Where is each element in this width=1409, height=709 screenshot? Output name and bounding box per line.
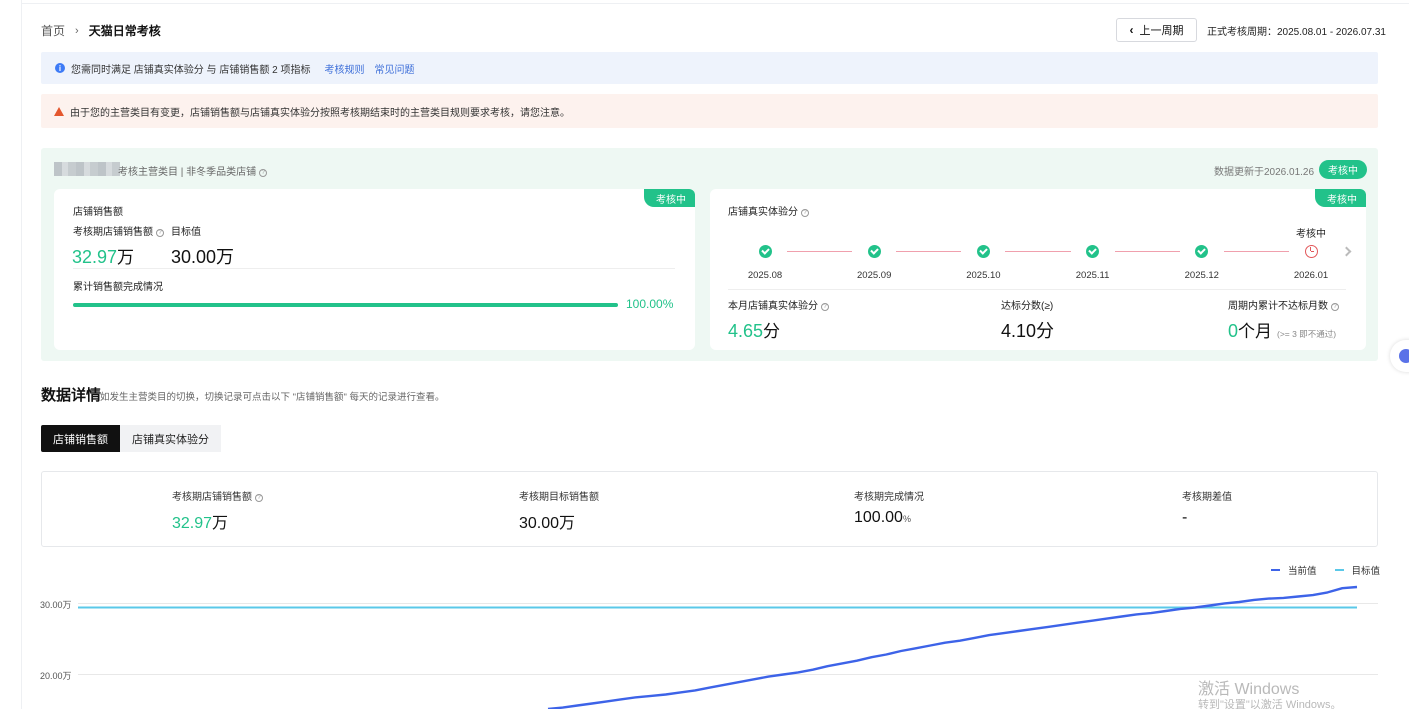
windows-watermark-subtitle: 转到"设置"以激活 Windows。 xyxy=(1198,699,1342,709)
target-label: 目标值 xyxy=(171,227,201,238)
month-passed-check-icon xyxy=(758,244,772,258)
timeline-connector xyxy=(1005,251,1071,252)
threshold-label: 达标分数(≥) xyxy=(1001,301,1054,312)
help-icon[interactable]: ? xyxy=(801,209,809,217)
detail-tabs: 店铺销售额 店铺真实体验分 xyxy=(41,425,221,452)
timeline-connector xyxy=(787,251,853,252)
help-icon[interactable]: ? xyxy=(1331,303,1339,311)
divider xyxy=(73,268,675,269)
threshold-value: 4.10分 xyxy=(1001,321,1055,341)
breadcrumb-home[interactable]: 首页 xyxy=(41,24,66,38)
gridline xyxy=(78,674,1378,675)
status-badge: 考核中 xyxy=(1319,160,1367,179)
tab-sales[interactable]: 店铺销售额 xyxy=(41,425,120,452)
info-banner: i 您需同时满足 店铺真实体验分 与 店铺销售额 2 项指标 考核规则 常见问题 xyxy=(41,52,1378,84)
rules-link[interactable]: 考核规则 xyxy=(324,64,365,76)
actual-sales-value: 32.97万 xyxy=(72,247,135,267)
faq-link[interactable]: 常见问题 xyxy=(374,64,415,76)
month-label: 2025.12 xyxy=(1184,270,1219,281)
info-banner-text: 您需同时满足 店铺真实体验分 与 店铺销售额 2 项指标 xyxy=(71,64,311,76)
sales-progress-bar xyxy=(73,303,618,307)
month-label: 2025.11 xyxy=(1075,270,1110,281)
month-label: 2025.10 xyxy=(966,270,1001,281)
prev-period-button[interactable]: ‹ 上一周期 xyxy=(1116,18,1197,42)
fail-months-note: (>= 3 即不通过) xyxy=(1277,329,1337,339)
sales-card-tag: 考核中 xyxy=(644,189,695,207)
category-text: 考核主营类目 | 非冬季品类店铺? xyxy=(118,163,268,178)
month-passed-check-icon xyxy=(1195,244,1209,258)
month-passed-check-icon xyxy=(976,244,990,258)
stat-target-sales: 考核期目标销售额 30.00万 xyxy=(519,492,599,532)
warning-banner: 由于您的主营类目有变更，店铺销售额与店铺真实体验分按照考核期结束时的主营类目规则… xyxy=(41,94,1378,128)
assistant-icon xyxy=(1399,349,1409,363)
legend-target[interactable]: 目标值 xyxy=(1334,563,1380,577)
timeline-connector xyxy=(1223,251,1289,252)
month-passed-check-icon xyxy=(867,244,881,258)
top-divider xyxy=(22,0,1409,4)
gridline xyxy=(78,603,1378,604)
left-rail xyxy=(0,0,22,709)
chevron-left-icon: ‹ xyxy=(1129,23,1134,37)
sales-card-title: 店铺销售额 xyxy=(73,207,123,218)
y-tick-label: 30.00万 xyxy=(40,600,72,610)
month-passed-check-icon xyxy=(1086,244,1100,258)
timeline-connector xyxy=(896,251,962,252)
target-value: 30.00万 xyxy=(171,247,235,267)
help-icon[interactable]: ? xyxy=(821,303,829,311)
stat-actual-sales: 考核期店铺销售额? 32.97万 xyxy=(172,488,263,533)
breadcrumb: 首页 › 天猫日常考核 xyxy=(41,22,161,39)
y-tick-label: 20.00万 xyxy=(40,671,72,681)
sales-card: 考核中 xyxy=(54,189,695,350)
warning-banner-text: 由于您的主营类目有变更，店铺销售额与店铺真实体验分按照考核期结束时的主营类目规则… xyxy=(70,107,570,119)
experience-card: 考核中 xyxy=(710,189,1366,350)
section-title: 数据详情 xyxy=(41,387,102,404)
stats-box: 考核期店铺销售额? 32.97万 考核期目标销售额 30.00万 考核期完成情况… xyxy=(41,471,1378,547)
fail-months-label: 周期内累计不达标月数? xyxy=(1228,297,1339,312)
experience-card-tag: 考核中 xyxy=(1315,189,1366,207)
info-icon: i xyxy=(55,63,65,73)
actual-sales-label: 考核期店铺销售额? xyxy=(73,223,164,238)
timeline-connector xyxy=(1114,251,1180,252)
help-icon[interactable]: ? xyxy=(259,169,268,177)
blurred-store-name xyxy=(54,162,120,176)
series-line-current xyxy=(547,585,1358,709)
score-value: 4.65分 xyxy=(728,321,781,341)
prev-period-label: 上一周期 xyxy=(1139,25,1184,37)
score-label: 本月店铺真实体验分? xyxy=(728,297,829,312)
month-label: 2025.09 xyxy=(857,270,892,281)
chart-legend: 当前值 目标值 xyxy=(1271,563,1380,577)
section-subtitle: 如发生主营类目的切换，切换记录可点击以下 "店铺销售额" 每天的记录进行查看。 xyxy=(100,392,445,403)
legend-swatch-current xyxy=(1271,569,1280,571)
update-text: 数据更新于2026.01.26 xyxy=(1214,167,1315,178)
help-icon[interactable]: ? xyxy=(255,494,263,502)
legend-current[interactable]: 当前值 xyxy=(1271,563,1317,577)
current-status-label: 考核中 xyxy=(1296,229,1326,240)
progress-label: 累计销售额完成情况 xyxy=(73,282,163,293)
progress-text: 100.00% xyxy=(626,297,674,311)
chevron-right-icon: › xyxy=(75,24,79,37)
tab-experience[interactable]: 店铺真实体验分 xyxy=(120,425,221,452)
windows-watermark-title: 激活 Windows xyxy=(1198,681,1300,698)
experience-card-title: 店铺真实体验分? xyxy=(728,203,809,218)
assistant-float-button[interactable] xyxy=(1390,340,1409,372)
fail-months-value: 0个月 (>= 3 即不通过) xyxy=(1228,321,1337,341)
stat-difference: 考核期差值 - xyxy=(1182,492,1232,526)
divider xyxy=(728,289,1346,290)
legend-swatch-target xyxy=(1334,569,1344,571)
help-icon[interactable]: ? xyxy=(156,229,164,237)
breadcrumb-current: 天猫日常考核 xyxy=(88,24,161,38)
stat-completion: 考核期完成情况 100.00% xyxy=(854,492,924,526)
month-in-progress-clock-icon xyxy=(1304,244,1318,258)
warning-icon xyxy=(54,106,64,116)
period-text: 正式考核周期：2025.08.01 - 2026.07.31 xyxy=(1207,27,1386,38)
month-label: 2025.08 xyxy=(747,270,783,281)
month-label: 2026.01 xyxy=(1293,270,1329,281)
